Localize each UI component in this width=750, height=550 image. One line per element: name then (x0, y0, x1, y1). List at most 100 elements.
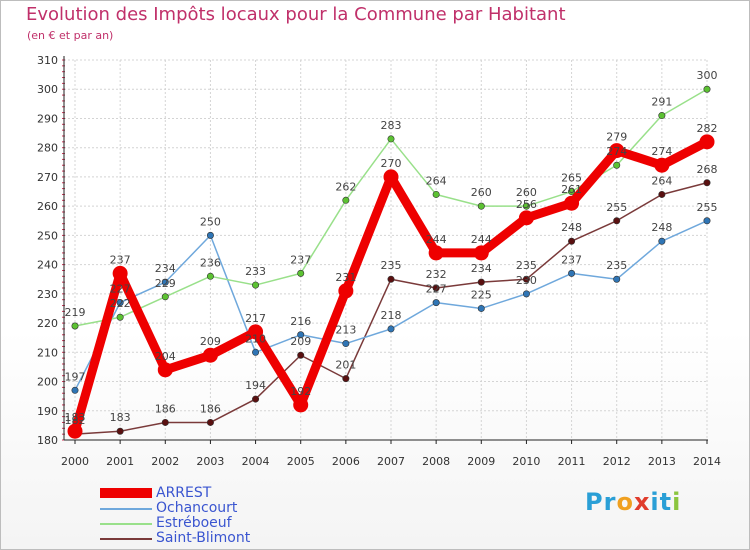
chart-subtitle: (en € et par an) (27, 29, 114, 42)
y-tick-label: 210 (37, 346, 58, 359)
data-point (609, 143, 625, 159)
data-point (387, 135, 395, 143)
data-label: 227 (426, 283, 447, 296)
x-tick-label: 2004 (242, 455, 270, 468)
legend-label-saint-blimont: Saint-Blimont (156, 530, 251, 546)
data-point (342, 375, 350, 383)
y-tick-label: 280 (37, 142, 58, 155)
y-tick-label: 250 (37, 229, 58, 242)
data-label: 194 (245, 379, 266, 392)
data-point (568, 269, 576, 277)
legend-swatch-ochancourt (100, 508, 152, 510)
x-tick-label: 2011 (558, 455, 586, 468)
legend-label-ochancourt: Ochancourt (156, 500, 238, 516)
y-tick-label: 220 (37, 317, 58, 330)
data-point (432, 284, 440, 292)
y-tick-label: 180 (37, 434, 58, 447)
data-point (658, 190, 666, 198)
x-tick-label: 2007 (377, 455, 405, 468)
data-point (71, 322, 79, 330)
data-point (658, 112, 666, 120)
x-tick-label: 2013 (648, 455, 676, 468)
legend-label-estreboeuf: Estréboeuf (156, 515, 232, 531)
y-tick-label: 310 (37, 54, 58, 67)
data-label: 291 (651, 96, 672, 109)
data-label: 279 (606, 131, 627, 144)
data-label: 183 (65, 411, 86, 424)
data-label: 264 (426, 174, 447, 187)
data-label: 244 (426, 233, 447, 246)
data-label: 235 (516, 259, 537, 272)
data-label: 262 (335, 180, 356, 193)
data-point (703, 217, 711, 225)
data-label: 237 (290, 253, 311, 266)
legend-swatch-estreboeuf (100, 523, 152, 525)
data-point (67, 423, 83, 439)
data-label: 210 (245, 332, 266, 345)
data-point (252, 281, 260, 289)
data-label: 222 (110, 297, 131, 310)
data-point (703, 179, 711, 187)
data-label: 229 (155, 277, 176, 290)
x-tick-label: 2006 (332, 455, 360, 468)
data-label: 236 (200, 256, 221, 269)
chart-title: Evolution des Impôts locaux pour la Comm… (26, 4, 566, 25)
y-tick-label: 240 (37, 259, 58, 272)
x-tick-label: 2003 (196, 455, 224, 468)
data-label: 274 (651, 145, 672, 158)
data-label: 248 (561, 221, 582, 234)
data-point (428, 245, 444, 261)
data-point (297, 351, 305, 359)
data-label: 255 (606, 201, 627, 214)
data-point (116, 313, 124, 321)
data-label: 201 (335, 359, 356, 372)
data-label: 255 (697, 201, 718, 214)
data-label: 234 (155, 262, 176, 275)
data-label: 209 (200, 335, 221, 348)
data-label: 218 (381, 309, 402, 322)
data-point (477, 202, 485, 210)
data-label: 213 (335, 324, 356, 337)
data-point (161, 418, 169, 426)
x-tick-label: 2012 (603, 455, 631, 468)
data-label: 230 (516, 274, 537, 287)
data-point (522, 202, 530, 210)
data-label: 217 (245, 312, 266, 325)
legend-swatch-saint-blimont (100, 538, 152, 540)
data-label: 250 (200, 215, 221, 228)
data-point (432, 299, 440, 307)
data-label: 225 (471, 288, 492, 301)
data-point (699, 134, 715, 150)
data-label: 209 (290, 335, 311, 348)
data-label: 197 (65, 370, 86, 383)
data-point (387, 325, 395, 333)
data-label: 244 (471, 233, 492, 246)
data-label: 183 (110, 411, 131, 424)
x-tick-label: 2008 (422, 455, 450, 468)
data-label: 282 (697, 122, 718, 135)
data-label: 261 (561, 183, 582, 196)
data-point (613, 275, 621, 283)
data-label: 265 (561, 172, 582, 185)
y-tick-label: 270 (37, 171, 58, 184)
x-tick-label: 2002 (151, 455, 179, 468)
legend-item-saint-blimont: Saint-Blimont (100, 530, 300, 546)
data-point (252, 395, 260, 403)
data-point (112, 265, 128, 281)
data-label: 237 (561, 253, 582, 266)
data-point (387, 275, 395, 283)
data-point (293, 397, 309, 413)
data-label: 264 (651, 174, 672, 187)
data-point (613, 161, 621, 169)
data-label: 231 (335, 271, 356, 284)
data-label: 274 (606, 145, 627, 158)
data-point (658, 237, 666, 245)
data-point (477, 304, 485, 312)
legend-item-ochancourt: Ochancourt (100, 500, 300, 516)
y-tick-label: 290 (37, 112, 58, 125)
data-point (564, 195, 580, 211)
legend-swatch-arrest (100, 488, 152, 498)
data-label: 232 (426, 268, 447, 281)
data-label: 192 (290, 385, 311, 398)
data-point (116, 427, 124, 435)
